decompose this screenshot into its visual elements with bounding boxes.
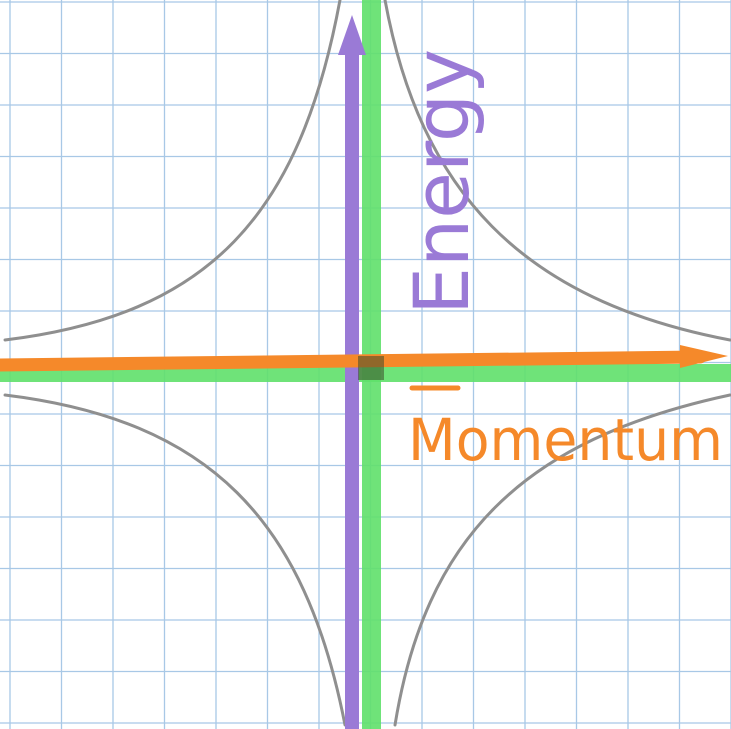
momentum-arrowhead [680,345,728,368]
origin-overlap [358,356,384,380]
lower-right-curve [393,393,731,727]
momentum-axis-line [0,350,707,372]
hyperbolic-curves [3,0,731,727]
momentum-axis [0,345,728,372]
energy-arrowhead [338,15,366,55]
energy-axis [338,15,366,729]
energy-label: Energy [397,49,486,315]
momentum-label: Momentum [408,406,723,474]
upper-right-curve [383,0,731,342]
upper-left-curve [3,0,342,342]
lower-left-curve [3,393,347,727]
